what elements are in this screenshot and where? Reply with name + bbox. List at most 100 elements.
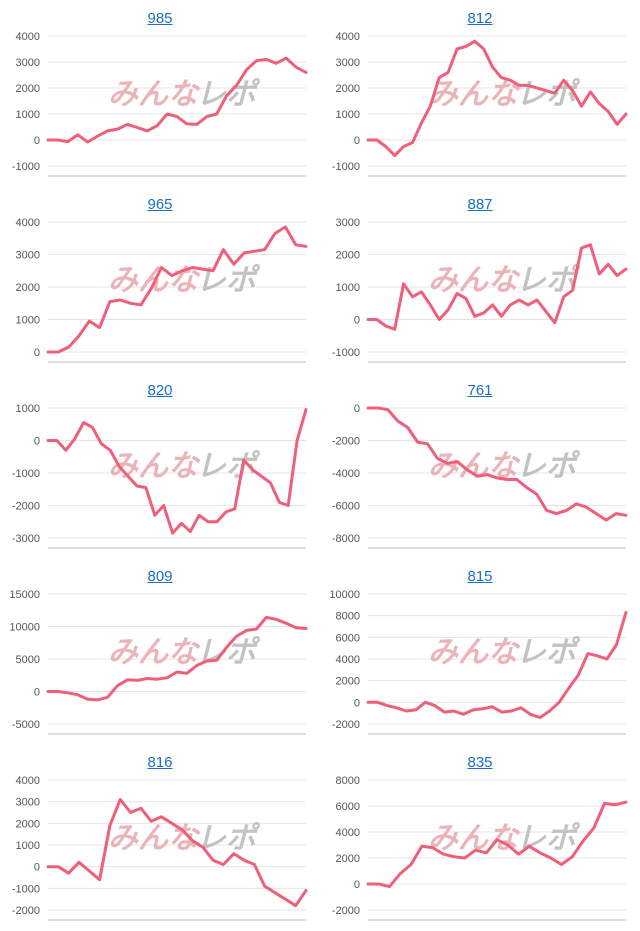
- y-tick-label: 1000: [16, 403, 40, 415]
- y-tick-label: -4000: [332, 468, 360, 480]
- chart-title-link[interactable]: 815: [467, 568, 493, 585]
- y-tick-label: -1000: [332, 347, 360, 359]
- y-tick-label: 2000: [336, 853, 360, 865]
- chart-title-link[interactable]: 820: [147, 382, 173, 399]
- y-tick-label: -2000: [12, 905, 40, 917]
- y-tick-label: -1000: [12, 883, 40, 895]
- chart-title-link[interactable]: 985: [147, 10, 173, 27]
- watermark-text: みんな: [108, 77, 201, 112]
- y-tick-label: -2000: [332, 436, 360, 448]
- series-line: [366, 406, 628, 522]
- y-tick-label: 2000: [336, 83, 360, 95]
- series-line: [46, 56, 308, 144]
- chart-title-link[interactable]: 809: [147, 568, 173, 585]
- chart-panel: 809 -5000 0 5000 10000 15000 みんな レポ: [0, 558, 320, 744]
- y-tick-label: 0: [354, 879, 360, 891]
- y-tick-label: 2000: [16, 282, 40, 294]
- y-tick-label: 1000: [16, 840, 40, 852]
- series-line: [46, 225, 308, 354]
- chart-panel: 965 0 1000 2000 3000 4000 みんな レポ: [0, 186, 320, 372]
- y-tick-label: -2000: [332, 719, 360, 731]
- watermark-text: レポ: [516, 77, 581, 112]
- chart-title-link[interactable]: 816: [147, 754, 173, 771]
- y-tick-label: 2000: [16, 818, 40, 830]
- chart-panel: 985 -1000 0 1000 2000 3000 4000 みんな レポ: [0, 0, 320, 186]
- y-tick-label: 4000: [16, 217, 40, 229]
- y-tick-label: 10000: [9, 622, 40, 634]
- y-tick-label: 0: [34, 436, 40, 448]
- chart-panel: 887 -1000 0 1000 2000 3000 みんな レポ: [320, 186, 640, 372]
- y-tick-label: 8000: [336, 611, 360, 623]
- chart-title-link[interactable]: 835: [467, 754, 493, 771]
- series-line: [366, 243, 628, 331]
- y-tick-label: 3000: [16, 250, 40, 262]
- y-tick-label: 4000: [16, 775, 40, 787]
- y-tick-label: -1000: [332, 161, 360, 173]
- y-tick-label: 4000: [336, 31, 360, 43]
- y-tick-label: 0: [34, 347, 40, 359]
- watermark-text: みんな: [428, 77, 521, 112]
- chart-title-link[interactable]: 965: [147, 196, 173, 213]
- y-tick-label: -1000: [12, 161, 40, 173]
- watermark-text: みんな: [428, 263, 521, 298]
- series-line: [366, 610, 628, 719]
- y-tick-label: -1000: [12, 468, 40, 480]
- y-tick-label: 1000: [16, 109, 40, 121]
- y-tick-label: 10000: [329, 589, 360, 601]
- y-tick-label: -8000: [332, 533, 360, 545]
- y-tick-label: -2000: [12, 501, 40, 513]
- y-tick-label: 0: [354, 697, 360, 709]
- y-tick-label: 3000: [336, 57, 360, 69]
- y-tick-label: 4000: [336, 827, 360, 839]
- y-tick-label: -6000: [332, 501, 360, 513]
- y-tick-label: 8000: [336, 775, 360, 787]
- y-tick-label: 4000: [336, 654, 360, 666]
- y-tick-label: -2000: [332, 905, 360, 917]
- chart-panel: 815 -2000 0 2000 4000 6000 8000 10000 みんな レポ: [320, 558, 640, 744]
- y-tick-label: 5000: [16, 654, 40, 666]
- y-tick-label: 0: [34, 135, 40, 147]
- watermark-text: みんな: [108, 821, 201, 856]
- watermark-text: みんな: [108, 635, 201, 670]
- y-tick-label: 2000: [336, 676, 360, 688]
- chart-title-link[interactable]: 812: [467, 10, 493, 27]
- y-tick-label: -3000: [12, 533, 40, 545]
- y-tick-label: 0: [354, 315, 360, 327]
- y-tick-label: 2000: [16, 83, 40, 95]
- watermark-text: レポ: [196, 635, 261, 670]
- y-tick-label: 6000: [336, 632, 360, 644]
- y-tick-label: 1000: [16, 315, 40, 327]
- y-tick-label: 15000: [9, 589, 40, 601]
- watermark-text: レポ: [516, 635, 581, 670]
- series-line: [46, 408, 308, 535]
- y-tick-label: 0: [354, 403, 360, 415]
- chart-panel: 812 -1000 0 1000 2000 3000 4000 みんな レポ: [320, 0, 640, 186]
- chart-panel: 816 -2000 -1000 0 1000 2000 3000 4000 みんな レポ: [0, 744, 320, 930]
- y-tick-label: 0: [354, 135, 360, 147]
- chart-title-link[interactable]: 761: [467, 382, 493, 399]
- series-line: [46, 798, 308, 908]
- series-line: [46, 615, 308, 702]
- chart-panel: 820 -3000 -2000 -1000 0 1000 みんな レポ: [0, 372, 320, 558]
- chart-title-link[interactable]: 887: [467, 196, 493, 213]
- watermark-text: レポ: [516, 449, 581, 484]
- y-tick-label: 0: [34, 687, 40, 699]
- chart-panel: 835 -2000 0 2000 4000 6000 8000 みんな レポ: [320, 744, 640, 930]
- y-tick-label: 3000: [336, 217, 360, 229]
- watermark-text: みんな: [108, 449, 201, 484]
- y-tick-label: 3000: [16, 797, 40, 809]
- y-tick-label: 1000: [336, 282, 360, 294]
- y-tick-label: 4000: [16, 31, 40, 43]
- chart-panel: 761 -8000 -6000 -4000 -2000 0 みんな レポ: [320, 372, 640, 558]
- watermark-text: レポ: [516, 821, 581, 856]
